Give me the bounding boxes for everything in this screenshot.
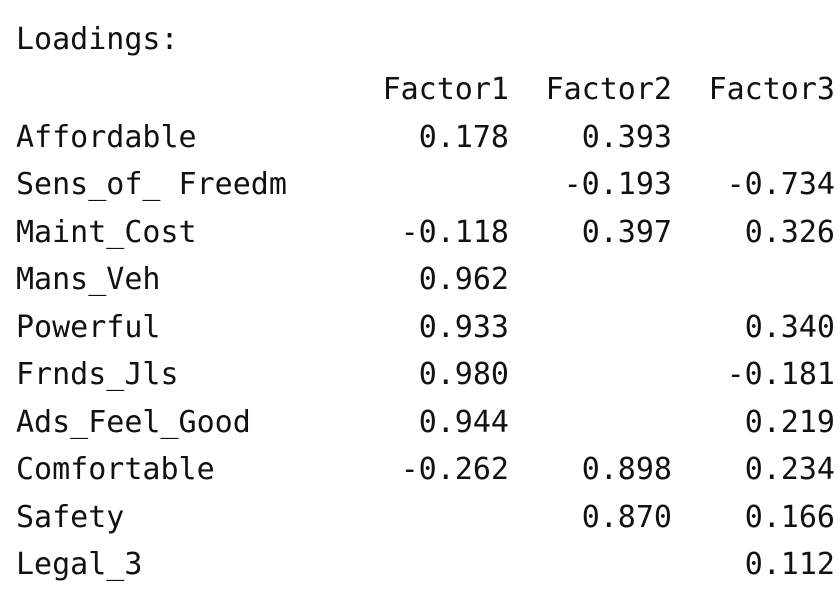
- table-row: Maint_Cost -0.118 0.397 0.326: [12, 209, 835, 257]
- loading-value: [509, 351, 672, 399]
- loading-value: [346, 541, 509, 589]
- table-row: Powerful 0.933 0.340: [12, 304, 835, 352]
- loading-value: 0.234: [744, 452, 835, 487]
- loading-value: 0.933: [418, 309, 509, 345]
- loading-value: [346, 161, 509, 209]
- loading-value: [346, 494, 509, 542]
- table-row: Affordable 0.178 0.393: [12, 114, 835, 162]
- row-label: Mans_Veh: [16, 262, 161, 297]
- table-row: Sens_of_ Freedm -0.193 -0.734: [12, 161, 835, 209]
- loading-value: -0.734: [726, 167, 835, 202]
- row-label: Maint_Cost: [16, 214, 197, 250]
- loading-value: 0.898: [581, 452, 672, 487]
- loading-value: 0.944: [418, 404, 509, 440]
- loading-value: 0.326: [744, 214, 835, 250]
- table-row: Frnds_Jls 0.980 -0.181: [12, 351, 835, 399]
- header-row: Factor1 Factor2 Factor3: [12, 66, 835, 114]
- table-row: Legal_3 0.112: [12, 541, 835, 589]
- loading-value: 0.393: [581, 119, 672, 155]
- row-header-blank: [12, 66, 346, 114]
- loading-value: 0.980: [418, 357, 509, 392]
- column-header-factor2: Factor2: [545, 72, 672, 107]
- loading-value: -0.262: [400, 452, 509, 487]
- row-label: Ads_Feel_Good: [16, 404, 251, 440]
- row-label: Powerful: [16, 309, 161, 345]
- loading-value: -0.118: [400, 214, 509, 250]
- row-label: Sens_of_ Freedm: [16, 167, 287, 202]
- loading-value: [509, 541, 672, 589]
- column-header-factor3: Factor3: [708, 72, 835, 107]
- table-row: Mans_Veh 0.962: [12, 256, 835, 304]
- loading-value: 0.870: [581, 499, 672, 535]
- row-label: Comfortable: [16, 452, 215, 487]
- loading-value: 0.178: [418, 119, 509, 155]
- loading-value: [509, 304, 672, 352]
- loading-value: 0.397: [581, 214, 672, 250]
- loading-value: 0.340: [744, 309, 835, 345]
- row-label: Legal_3: [16, 547, 143, 582]
- loading-value: -0.181: [726, 357, 835, 392]
- loadings-table: Factor1 Factor2 Factor3 Affordable 0.178…: [12, 66, 835, 589]
- column-header-factor1: Factor1: [382, 72, 509, 107]
- loading-value: 0.112: [744, 547, 835, 582]
- loading-value: 0.166: [744, 499, 835, 535]
- loadings-title: Loadings:: [16, 22, 179, 57]
- row-label: Safety: [16, 499, 125, 535]
- loading-value: [509, 256, 672, 304]
- table-row: Ads_Feel_Good 0.944 0.219: [12, 399, 835, 447]
- row-label: Affordable: [16, 119, 197, 155]
- loading-value: 0.962: [418, 262, 509, 297]
- loading-value: [509, 399, 672, 447]
- loading-value: [672, 114, 835, 162]
- loading-value: -0.193: [563, 167, 672, 202]
- table-row: Comfortable -0.262 0.898 0.234: [12, 446, 835, 494]
- row-label: Frnds_Jls: [16, 357, 179, 392]
- table-row: Safety 0.870 0.166: [12, 494, 835, 542]
- loading-value: 0.219: [744, 404, 835, 440]
- loading-value: [672, 256, 835, 304]
